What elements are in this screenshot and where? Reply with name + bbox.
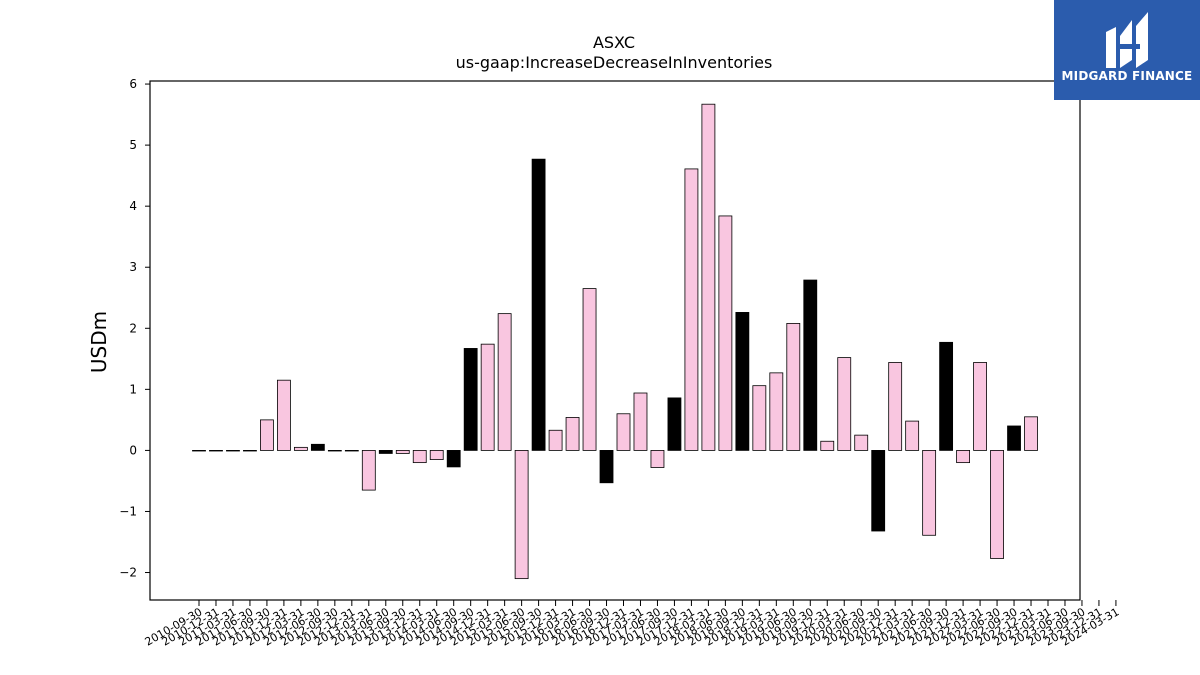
bar-2012-12-31 xyxy=(344,450,359,452)
bar-2019-06-30 xyxy=(786,322,801,451)
brand-logo: MIDGARD FINANCE xyxy=(1054,0,1200,100)
bar-2022-06-30 xyxy=(990,450,1004,559)
bar-2018-09-30 xyxy=(735,312,750,451)
bar-2011-03-31 xyxy=(226,450,240,452)
bar-2018-06-30 xyxy=(718,215,733,451)
chart-subtitle: us-gaap:IncreaseDecreaseInInventories xyxy=(456,53,773,72)
y-tick-label: 1 xyxy=(129,382,137,396)
y-tick-label: −2 xyxy=(119,566,137,580)
y-axis-label: USDm xyxy=(87,311,111,373)
bar-2013-03-31 xyxy=(361,450,376,491)
bar-2015-09-30 xyxy=(531,158,546,451)
bar-2012-03-31 xyxy=(293,446,308,451)
bar-2022-09-30 xyxy=(1007,425,1021,451)
bar-2018-12-31 xyxy=(752,385,767,451)
bar-2015-03-31 xyxy=(497,313,512,451)
y-tick-label: −1 xyxy=(119,504,137,518)
y-tick-label: 6 xyxy=(129,77,137,91)
bar-2022-12-31 xyxy=(1024,416,1038,451)
bar-2011-12-31 xyxy=(276,379,291,451)
y-axis: −2 −1 0 1 2 3 4 5 6 xyxy=(119,77,150,580)
bar-2015-06-30 xyxy=(514,450,529,580)
bar-2011-09-30 xyxy=(260,419,274,451)
bars-group xyxy=(192,103,1038,580)
bar-2020-06-30 xyxy=(854,434,869,451)
bar-2019-09-30 xyxy=(803,279,818,451)
y-tick-label: 0 xyxy=(129,443,137,457)
bar-2017-03-31 xyxy=(633,392,648,451)
bar-2018-03-31 xyxy=(701,103,716,451)
bar-2020-09-30 xyxy=(871,450,886,532)
bar-2012-09-30 xyxy=(327,450,342,452)
bar-2016-06-30 xyxy=(582,288,597,451)
bar-2014-12-31 xyxy=(480,343,495,451)
midgard-logo-icon xyxy=(1106,12,1148,68)
bar-2017-06-30 xyxy=(650,450,665,468)
bar-2021-06-30 xyxy=(922,450,937,536)
chart-title: ASXC xyxy=(593,33,635,52)
y-tick-label: 5 xyxy=(129,138,137,152)
bar-2019-12-31 xyxy=(820,440,835,451)
bar-2012-06-30 xyxy=(310,443,325,451)
bar-2016-12-31 xyxy=(616,413,631,451)
bar-2014-09-30 xyxy=(463,348,478,451)
bar-2021-03-31 xyxy=(905,420,920,451)
bar-2021-12-31 xyxy=(956,450,970,464)
bar-2017-09-30 xyxy=(667,397,682,451)
bar-2021-09-30 xyxy=(939,341,954,451)
bar-2017-12-31 xyxy=(684,168,699,451)
bar-2010-09-30 xyxy=(192,450,206,452)
bar-2015-12-31 xyxy=(548,429,563,451)
bar-2020-12-31 xyxy=(888,362,903,451)
bar-2014-03-31 xyxy=(429,450,444,460)
bar-2010-12-31 xyxy=(209,450,223,452)
y-tick-label: 2 xyxy=(129,321,137,335)
bar-2022-03-31 xyxy=(973,362,987,451)
x-axis: 2010-09-302010-12-312011-03-312011-06-30… xyxy=(143,600,1121,649)
bar-2013-09-30 xyxy=(395,450,410,454)
bar-2016-03-31 xyxy=(565,417,580,451)
bar-2011-06-30 xyxy=(243,450,257,452)
bar-2014-06-30 xyxy=(446,450,461,468)
bar-2013-12-31 xyxy=(412,450,427,464)
bar-2020-03-31 xyxy=(837,357,852,451)
y-tick-label: 4 xyxy=(129,199,137,213)
y-tick-label: 3 xyxy=(129,260,137,274)
brand-logo-text: MIDGARD FINANCE xyxy=(1061,69,1193,83)
bar-2013-06-30 xyxy=(378,450,393,454)
bar-2016-09-30 xyxy=(599,450,614,484)
bar-2019-03-31 xyxy=(769,372,784,451)
plot-frame xyxy=(149,80,1081,601)
